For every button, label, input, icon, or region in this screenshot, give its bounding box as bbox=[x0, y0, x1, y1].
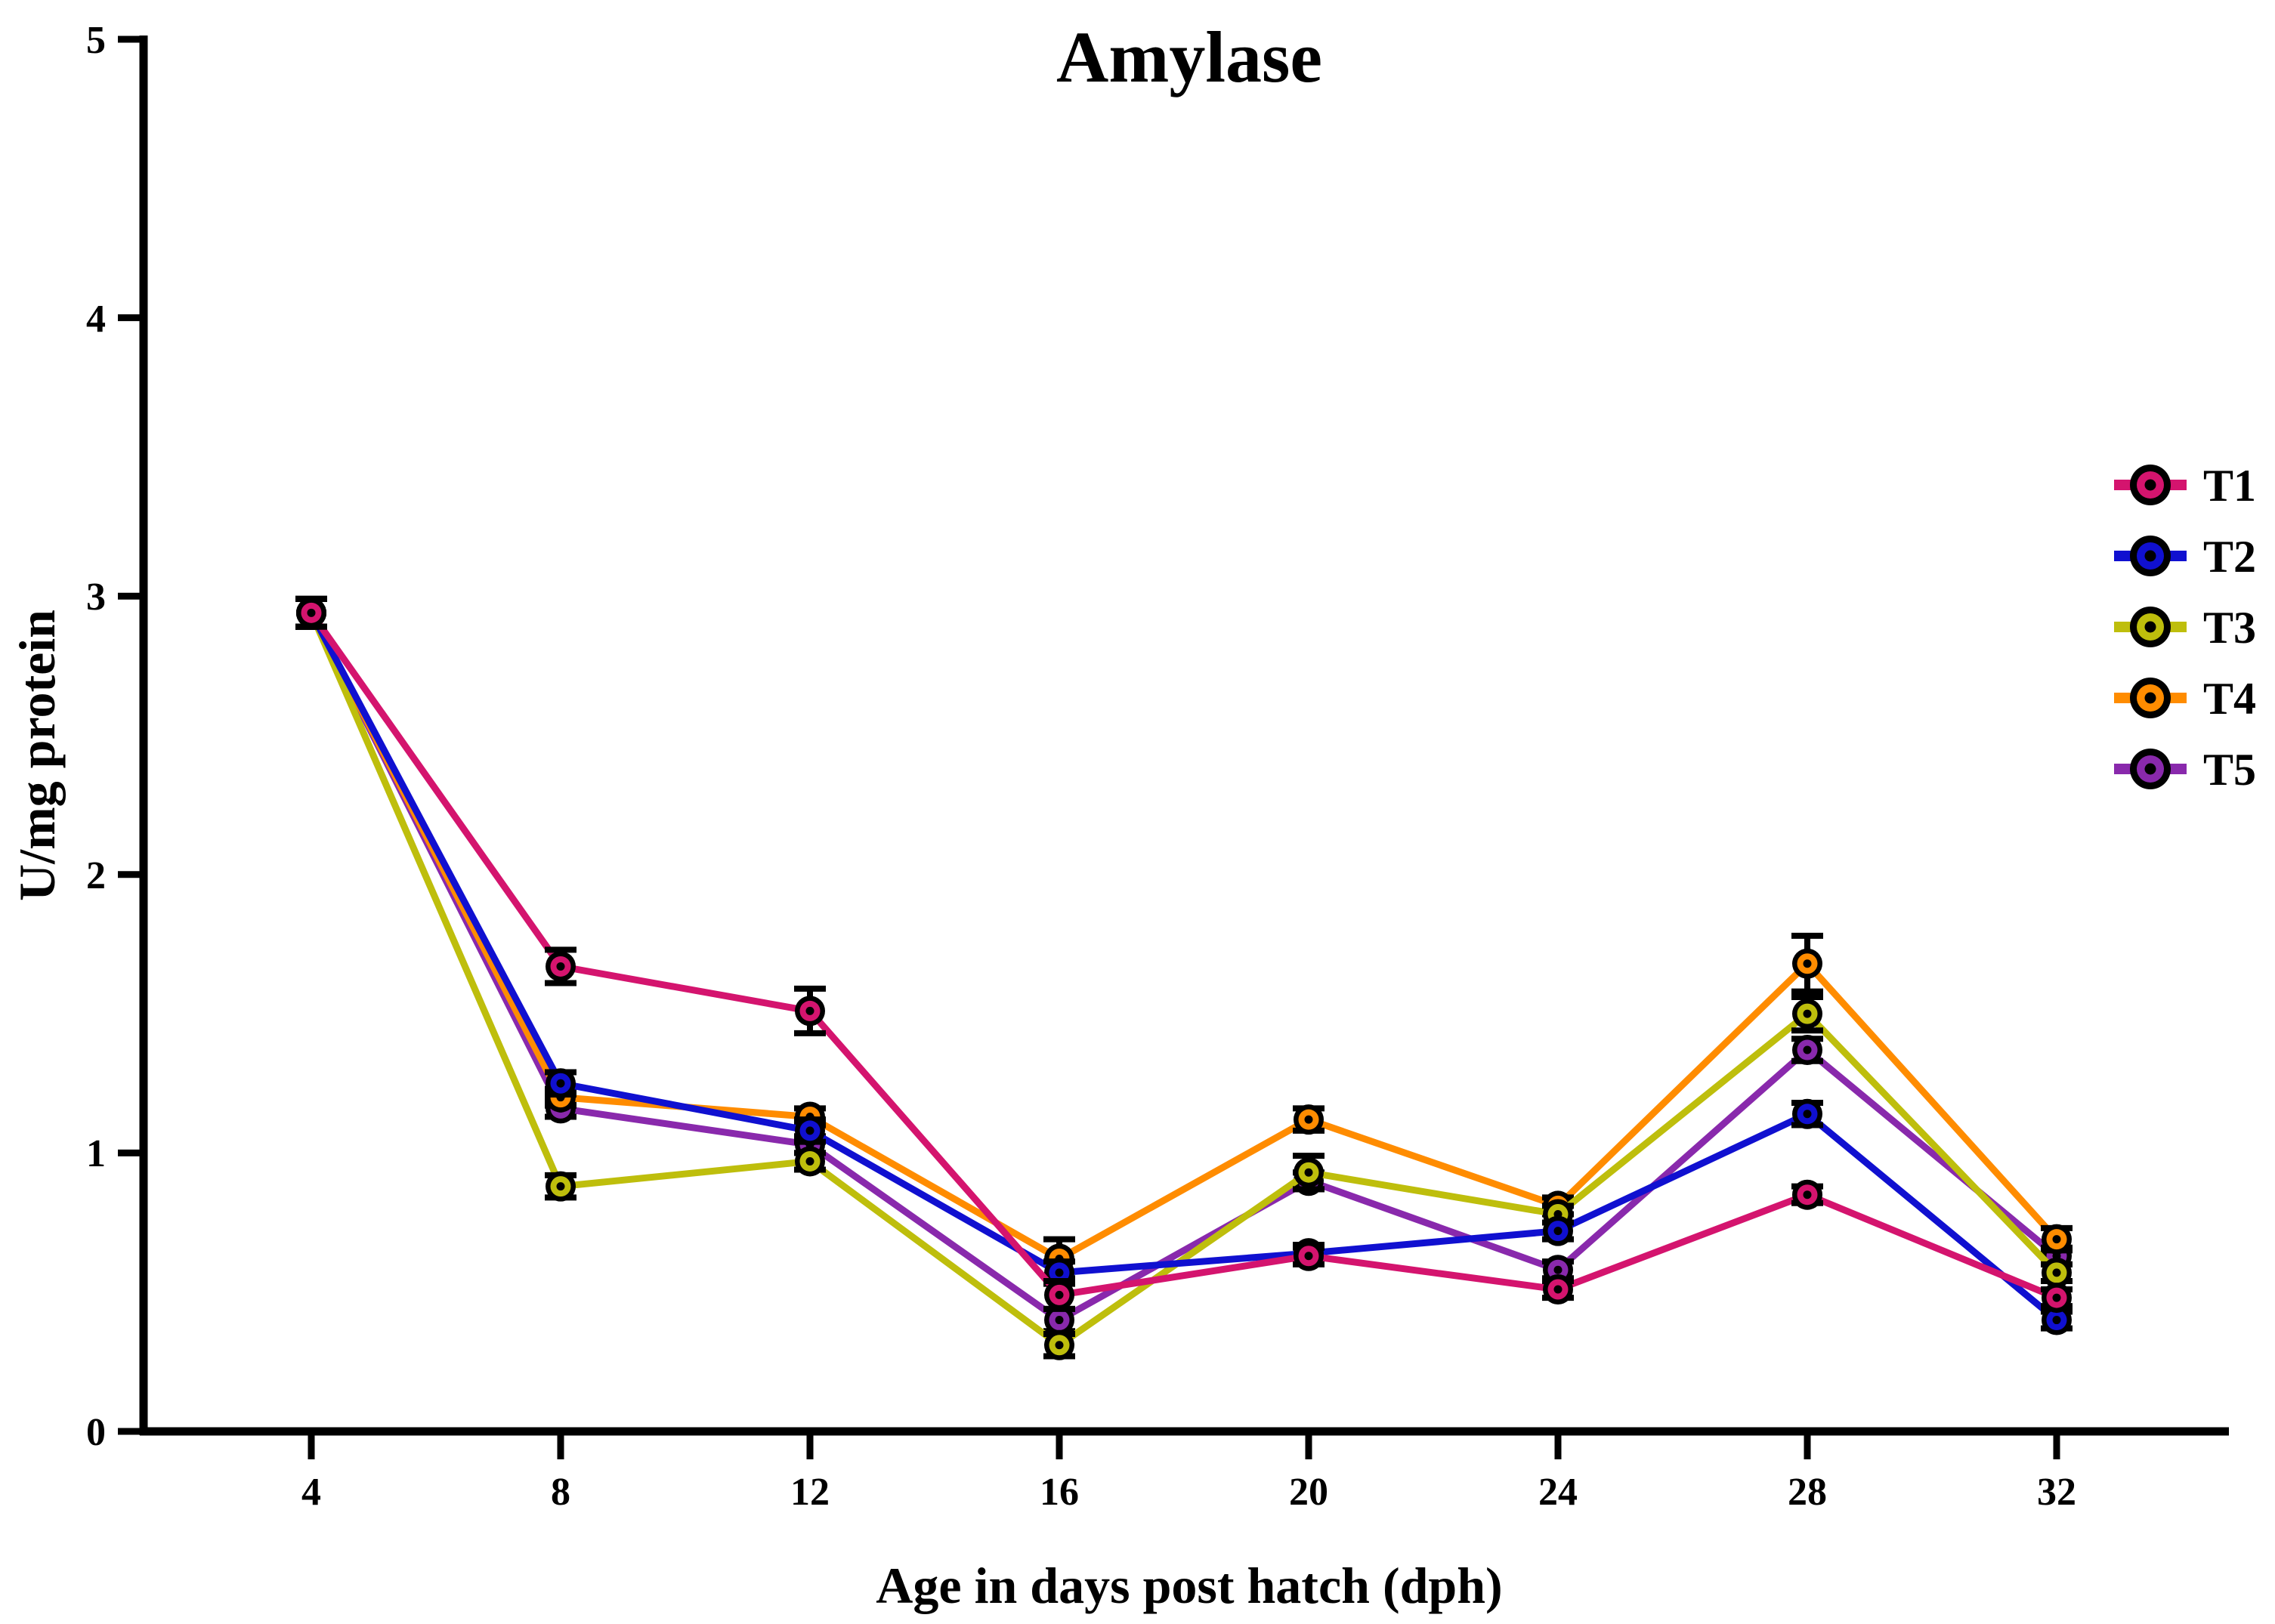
marker-dot bbox=[2052, 1293, 2061, 1302]
data-point-T5-dph28 bbox=[1792, 1035, 1822, 1066]
data-point-T2-dph28 bbox=[1792, 1098, 1822, 1129]
plot-area bbox=[295, 595, 2073, 1360]
legend-marker-dot-t1 bbox=[2144, 479, 2156, 491]
marker-dot bbox=[1553, 1285, 1563, 1294]
data-point-T1-dph4 bbox=[296, 597, 326, 628]
data-point-T5-dph16 bbox=[1044, 1304, 1074, 1335]
y-axis: 5 4 3 2 1 0 U/mg protein bbox=[8, 19, 148, 1454]
legend-label-t4: T4 bbox=[2203, 674, 2256, 724]
data-point-T4-dph20 bbox=[1294, 1104, 1324, 1135]
y-tick-label-1: 1 bbox=[86, 1132, 106, 1175]
y-tick-label-4: 4 bbox=[86, 298, 106, 341]
chart-title: Amylase bbox=[1056, 17, 1322, 97]
series-line-T2 bbox=[308, 611, 2059, 1323]
data-point-T3-dph20 bbox=[1294, 1157, 1324, 1188]
legend-marker-dot-t3 bbox=[2144, 621, 2156, 633]
legend-entry-t4: T4 bbox=[2114, 674, 2256, 724]
marker-dot bbox=[805, 1006, 814, 1015]
series-line-T4 bbox=[308, 611, 2060, 1263]
x-axis-title: Age in days post hatch (dph) bbox=[876, 1557, 1502, 1614]
marker-dot bbox=[1553, 1265, 1563, 1274]
data-point-T3-dph12 bbox=[795, 1146, 825, 1177]
legend-marker-dot-t5 bbox=[2144, 763, 2156, 775]
data-point-T4-dph28 bbox=[1792, 948, 1822, 979]
marker-dot bbox=[307, 608, 316, 617]
data-point-T3-dph16 bbox=[1044, 1329, 1074, 1360]
legend-entry-t1: T1 bbox=[2114, 461, 2256, 511]
legend: T1 T2 T3 T4 T5 bbox=[2114, 461, 2256, 795]
data-point-T3-dph8 bbox=[546, 1171, 576, 1202]
marker-dot bbox=[805, 1126, 814, 1135]
marker-dot bbox=[1304, 1115, 1313, 1124]
series-T1 bbox=[295, 595, 2073, 1314]
legend-label-t1: T1 bbox=[2203, 461, 2256, 511]
data-point-T2-dph8 bbox=[546, 1068, 576, 1099]
x-tick-label-28: 28 bbox=[1788, 1471, 1827, 1514]
data-point-T2-dph24 bbox=[1543, 1215, 1573, 1246]
series-line-T5 bbox=[308, 611, 2059, 1324]
data-point-T4-dph32 bbox=[2042, 1224, 2072, 1255]
marker-dot bbox=[1803, 1045, 1812, 1054]
marker-dot bbox=[1304, 1168, 1313, 1177]
x-tick-label-24: 24 bbox=[1538, 1471, 1578, 1514]
legend-label-t2: T2 bbox=[2203, 532, 2256, 582]
marker-dot bbox=[805, 1156, 814, 1166]
legend-entry-t2: T2 bbox=[2114, 532, 2256, 582]
data-point-T1-dph20 bbox=[1294, 1240, 1324, 1271]
data-point-T3-dph32 bbox=[2042, 1257, 2072, 1288]
legend-entry-t5: T5 bbox=[2114, 745, 2256, 795]
marker-dot bbox=[1055, 1268, 1064, 1277]
x-tick-label-16: 16 bbox=[1040, 1471, 1079, 1514]
marker-dot bbox=[556, 962, 565, 971]
x-tick-label-8: 8 bbox=[551, 1471, 570, 1514]
series-line-T1 bbox=[308, 610, 2058, 1301]
y-tick-label-3: 3 bbox=[86, 576, 106, 619]
marker-dot bbox=[2052, 1235, 2061, 1244]
y-tick-label-5: 5 bbox=[86, 19, 106, 62]
data-point-T1-dph28 bbox=[1792, 1179, 1822, 1210]
x-tick-label-32: 32 bbox=[2037, 1471, 2076, 1514]
marker-dot bbox=[1803, 1190, 1812, 1199]
x-tick-label-4: 4 bbox=[301, 1471, 321, 1514]
marker-dot bbox=[1055, 1341, 1064, 1350]
marker-dot bbox=[1304, 1252, 1313, 1261]
y-axis-title: U/mg protein bbox=[8, 610, 66, 901]
marker-dot bbox=[2052, 1316, 2061, 1325]
y-tick-label-2: 2 bbox=[86, 854, 106, 897]
data-point-T1-dph24 bbox=[1543, 1274, 1573, 1305]
x-axis: 4 8 12 16 20 24 28 32 Age in days post h… bbox=[140, 1427, 2229, 1614]
legend-label-t3: T3 bbox=[2203, 603, 2256, 653]
x-tick-label-12: 12 bbox=[790, 1471, 830, 1514]
marker-dot bbox=[1553, 1227, 1563, 1236]
data-point-T1-dph12 bbox=[795, 996, 825, 1027]
marker-dot bbox=[1803, 959, 1812, 968]
legend-label-t5: T5 bbox=[2203, 745, 2256, 795]
marker-dot bbox=[1803, 1009, 1812, 1018]
marker-dot bbox=[1803, 1110, 1812, 1119]
data-point-T2-dph32 bbox=[2042, 1304, 2072, 1335]
data-point-T3-dph28 bbox=[1792, 999, 1822, 1030]
marker-dot bbox=[556, 1182, 565, 1191]
data-point-T2-dph12 bbox=[795, 1115, 825, 1146]
x-tick-label-20: 20 bbox=[1289, 1471, 1328, 1514]
data-point-T1-dph8 bbox=[546, 951, 576, 982]
marker-dot bbox=[1055, 1290, 1064, 1299]
legend-entry-t3: T3 bbox=[2114, 603, 2256, 653]
data-point-T1-dph32 bbox=[2042, 1283, 2072, 1314]
y-tick-label-0: 0 bbox=[86, 1411, 106, 1454]
series-line-T3 bbox=[308, 611, 2060, 1350]
legend-marker-dot-t2 bbox=[2144, 550, 2156, 562]
marker-dot bbox=[556, 1079, 565, 1088]
marker-dot bbox=[1055, 1316, 1064, 1325]
legend-marker-dot-t4 bbox=[2144, 692, 2156, 704]
marker-dot bbox=[2052, 1268, 2061, 1277]
data-point-T1-dph16 bbox=[1044, 1280, 1074, 1311]
